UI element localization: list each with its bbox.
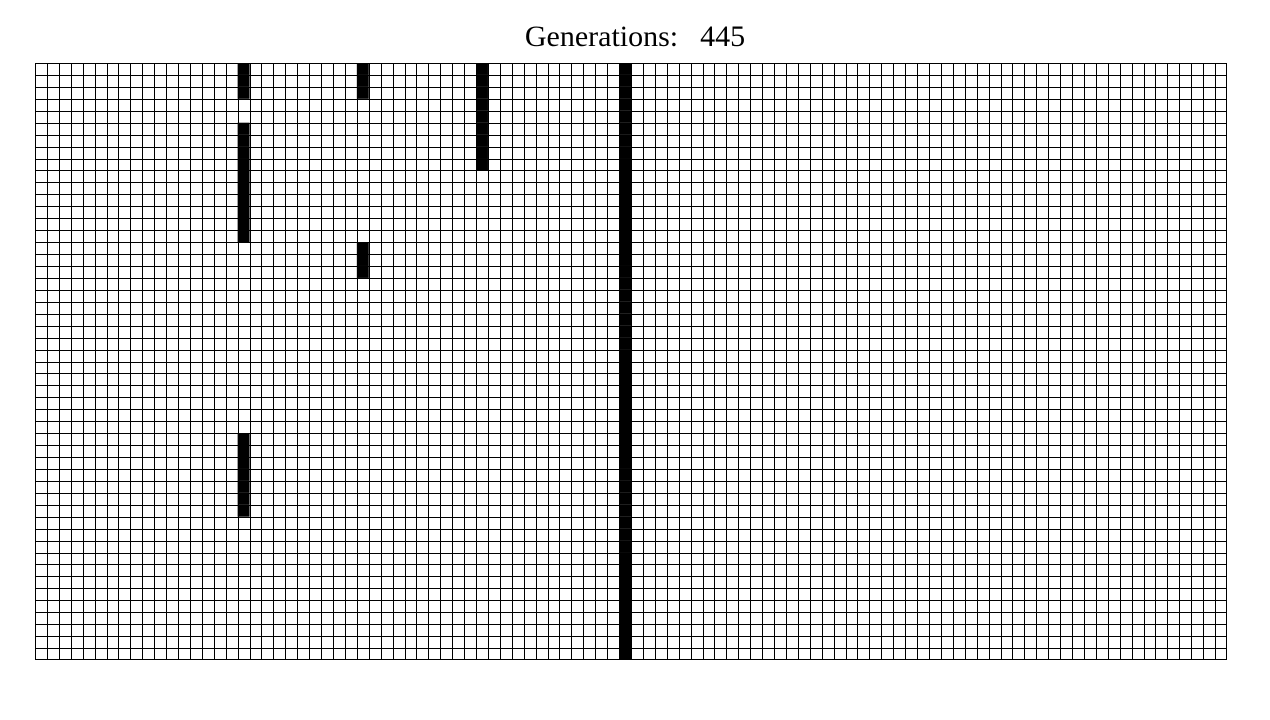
life-board[interactable]: [35, 63, 1227, 660]
live-cell[interactable]: [619, 194, 631, 207]
live-cell[interactable]: [619, 624, 631, 637]
live-cell[interactable]: [619, 301, 631, 314]
live-cell[interactable]: [619, 218, 631, 231]
live-cell[interactable]: [619, 110, 631, 123]
live-cell[interactable]: [619, 480, 631, 493]
live-cell[interactable]: [619, 277, 631, 290]
live-cell[interactable]: [356, 74, 369, 87]
live-cell[interactable]: [476, 98, 488, 111]
live-cell[interactable]: [237, 86, 250, 99]
live-cell[interactable]: [619, 230, 631, 243]
live-cell[interactable]: [619, 74, 631, 87]
live-cell[interactable]: [619, 516, 631, 529]
live-cell[interactable]: [237, 194, 250, 207]
live-cell[interactable]: [619, 540, 631, 553]
live-cell[interactable]: [619, 98, 631, 111]
live-cell[interactable]: [476, 74, 488, 87]
live-cell[interactable]: [619, 373, 631, 386]
live-cell[interactable]: [619, 612, 631, 625]
live-cell[interactable]: [356, 242, 369, 255]
live-cell[interactable]: [476, 63, 488, 75]
live-cell[interactable]: [476, 110, 488, 123]
live-cell[interactable]: [619, 409, 631, 422]
live-cell[interactable]: [619, 170, 631, 183]
grid-lines: [35, 63, 1227, 660]
live-cell[interactable]: [476, 122, 488, 135]
generations-label: Generations:: [524, 20, 679, 53]
generations-header: Generations: 445: [0, 18, 1270, 56]
live-cell[interactable]: [619, 433, 631, 446]
live-cell[interactable]: [237, 480, 250, 493]
live-cell[interactable]: [619, 445, 631, 458]
live-cell[interactable]: [619, 600, 631, 613]
live-cell[interactable]: [237, 230, 250, 243]
live-cell[interactable]: [619, 504, 631, 517]
grid-line-path: [35, 63, 1227, 660]
live-cell[interactable]: [619, 242, 631, 255]
live-cell[interactable]: [237, 63, 250, 75]
live-cell[interactable]: [356, 63, 369, 75]
live-cell[interactable]: [619, 636, 631, 649]
live-cell[interactable]: [619, 86, 631, 99]
live-cell[interactable]: [237, 134, 250, 147]
live-cell[interactable]: [619, 349, 631, 362]
live-cell[interactable]: [619, 289, 631, 302]
live-cell[interactable]: [237, 468, 250, 481]
live-cell[interactable]: [619, 63, 631, 75]
live-cell[interactable]: [619, 385, 631, 398]
live-cell[interactable]: [619, 206, 631, 219]
live-cell[interactable]: [619, 158, 631, 171]
live-cell[interactable]: [619, 588, 631, 601]
live-cell[interactable]: [356, 254, 369, 266]
live-cell[interactable]: [619, 325, 631, 338]
live-cell[interactable]: [237, 445, 250, 458]
live-cell[interactable]: [619, 337, 631, 350]
live-cell[interactable]: [619, 361, 631, 374]
live-cell[interactable]: [619, 134, 631, 147]
live-cell[interactable]: [237, 492, 250, 505]
live-cell[interactable]: [619, 528, 631, 541]
live-cell[interactable]: [237, 433, 250, 446]
live-cell[interactable]: [619, 576, 631, 589]
live-cell[interactable]: [619, 313, 631, 326]
live-cell[interactable]: [619, 552, 631, 565]
live-cell[interactable]: [237, 206, 250, 219]
live-cell[interactable]: [619, 122, 631, 135]
live-cell[interactable]: [619, 421, 631, 434]
live-cell[interactable]: [237, 170, 250, 183]
live-cell[interactable]: [619, 468, 631, 481]
live-cell[interactable]: [619, 492, 631, 505]
live-cell[interactable]: [619, 648, 631, 660]
live-cell[interactable]: [619, 457, 631, 469]
generations-count: 445: [700, 20, 746, 53]
live-cell[interactable]: [356, 86, 369, 99]
live-cell[interactable]: [237, 504, 250, 517]
live-cell[interactable]: [237, 74, 250, 87]
live-cell[interactable]: [237, 218, 250, 231]
live-cell[interactable]: [619, 254, 631, 266]
live-cell[interactable]: [619, 146, 631, 159]
live-cell[interactable]: [619, 397, 631, 410]
live-cell[interactable]: [619, 564, 631, 577]
live-cell[interactable]: [356, 265, 369, 278]
live-cell[interactable]: [237, 146, 250, 159]
live-cell[interactable]: [476, 134, 488, 147]
live-cell[interactable]: [237, 457, 250, 469]
live-cell[interactable]: [237, 158, 250, 171]
live-cell[interactable]: [237, 122, 250, 135]
live-cell[interactable]: [476, 158, 488, 171]
live-cells: [237, 63, 631, 660]
live-cell[interactable]: [619, 182, 631, 195]
live-cell[interactable]: [619, 265, 631, 278]
live-cell[interactable]: [476, 146, 488, 159]
live-cell[interactable]: [476, 86, 488, 99]
live-cell[interactable]: [237, 182, 250, 195]
